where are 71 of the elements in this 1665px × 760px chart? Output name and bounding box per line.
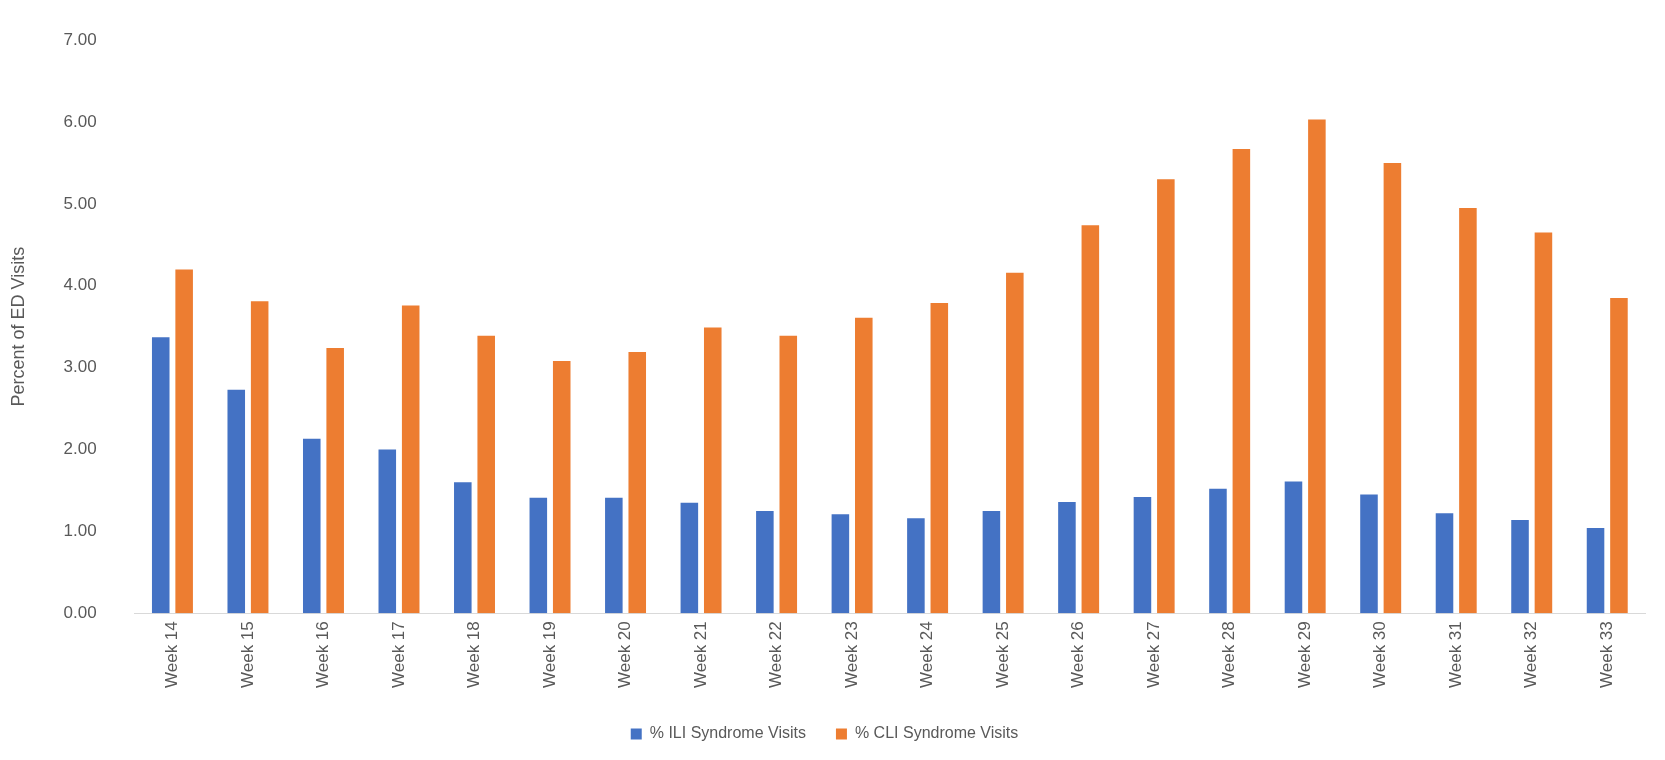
bar [250,301,269,614]
x-tick-label: Week 32 [1521,621,1541,688]
y-tick-label: 5.00 [63,193,97,213]
x-tick-label: Week 22 [766,621,786,688]
bar [855,317,873,614]
x-tick-label: Week 28 [1219,621,1239,688]
x-tick-label: Week 24 [917,621,937,688]
bar [302,438,321,614]
x-tick-label: Week 27 [1143,621,1163,688]
y-tick-label: 7.00 [63,29,97,49]
x-tick-label: Week 26 [1068,621,1088,688]
bar [756,510,774,614]
bar [1284,481,1303,614]
x-tick-label: Week 23 [841,621,861,688]
bar [477,335,495,614]
bar [1133,496,1152,614]
bar [1308,119,1326,614]
x-tick-label: Week 31 [1445,621,1465,688]
x-tick-label: Week 17 [388,621,408,688]
bar [982,510,1001,614]
bar [680,502,699,614]
bar [1586,528,1605,614]
y-axis-title: Percent of ED Visits [7,246,28,407]
x-tick-label: Week 19 [539,621,559,688]
y-tick-label: 3.00 [63,357,97,377]
bar [1511,519,1529,614]
bar [907,518,925,614]
bar [1435,513,1454,614]
x-tick-label: Week 16 [313,621,333,688]
bar [151,337,170,614]
bar [1534,232,1553,614]
bar [930,302,949,614]
bar [779,335,798,614]
x-tick-label: Week 21 [690,621,710,688]
x-tick-label: Week 15 [237,621,257,688]
x-tick-label: Week 25 [992,621,1012,688]
bar [1209,488,1227,614]
bar [605,497,623,614]
x-tick-label: Week 33 [1596,621,1616,688]
bar [703,327,722,614]
bar [378,449,397,614]
bar [552,361,571,614]
bar [1383,162,1402,614]
bar [529,497,548,614]
bar [1006,272,1024,614]
y-tick-label: 0.00 [63,602,97,622]
legend-label: % ILI Syndrome Visits [649,724,806,742]
y-tick-label: 6.00 [63,111,97,131]
bar [1058,501,1076,614]
bar [831,514,850,614]
bar [1232,149,1251,614]
x-tick-label: Week 30 [1370,621,1390,688]
bar [326,347,344,614]
x-tick-label: Week 29 [1294,621,1314,688]
bar [1157,179,1175,614]
y-tick-label: 1.00 [63,521,97,541]
y-tick-label: 2.00 [63,439,97,459]
bar [1610,298,1628,614]
bar [628,352,647,614]
x-tick-label: Week 20 [615,621,635,688]
legend-label: % CLI Syndrome Visits [854,724,1019,742]
bar [401,305,420,614]
bar [175,269,193,614]
bar [1459,208,1477,614]
bar [227,389,246,614]
x-tick-label: Week 14 [162,621,182,688]
bar [1360,494,1378,614]
bar [454,482,472,614]
y-tick-label: 4.00 [63,275,97,295]
bar [1081,225,1100,614]
x-tick-label: Week 18 [464,621,484,688]
